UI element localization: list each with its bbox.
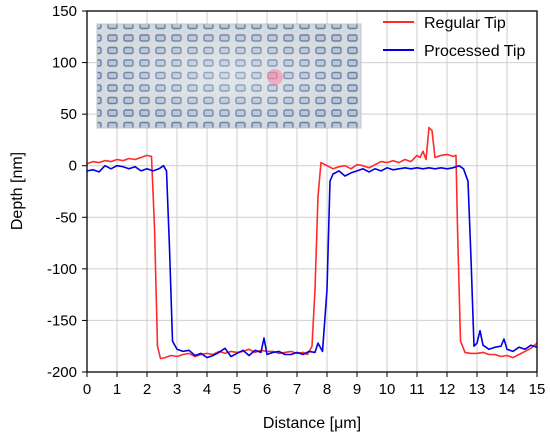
x-tick-label: 0 bbox=[83, 381, 91, 398]
x-tick-label: 4 bbox=[203, 381, 211, 398]
x-tick-label: 1 bbox=[113, 381, 121, 398]
x-tick-label: 5 bbox=[233, 381, 241, 398]
x-tick-label: 9 bbox=[353, 381, 361, 398]
x-tick-label: 12 bbox=[439, 381, 456, 398]
y-tick-label: 50 bbox=[60, 106, 77, 123]
y-tick-label: -100 bbox=[47, 261, 77, 278]
x-tick-label: 7 bbox=[293, 381, 301, 398]
legend-label-regular-tip: Regular Tip bbox=[424, 15, 506, 32]
legend: Regular Tip Processed Tip bbox=[383, 15, 525, 60]
y-tick-label: 150 bbox=[52, 3, 77, 20]
series-line-processed-tip bbox=[86, 164, 538, 359]
x-tick-label: 2 bbox=[143, 381, 151, 398]
y-tick-label: -150 bbox=[47, 312, 77, 329]
y-tick-label: -50 bbox=[55, 209, 77, 226]
axis-ticks: 0 1 2 3 4 5 6 7 8 9 10 11 12 13 14 15-200-150-100-50050… bbox=[47, 3, 545, 398]
series-line-regular-tip bbox=[86, 126, 538, 360]
y-tick-label: 100 bbox=[52, 55, 77, 72]
x-tick-label: 3 bbox=[173, 381, 181, 398]
y-tick-label: -200 bbox=[47, 364, 77, 381]
y-axis-label: Depth [nm] bbox=[9, 152, 26, 230]
plot-frame bbox=[86, 10, 538, 373]
x-tick-label: 14 bbox=[499, 381, 516, 398]
series-layer bbox=[86, 126, 538, 360]
inset-image bbox=[96, 23, 362, 129]
x-tick-label: 6 bbox=[263, 381, 271, 398]
x-tick-label: 15 bbox=[529, 381, 546, 398]
x-tick-label: 13 bbox=[469, 381, 486, 398]
legend-label-processed-tip: Processed Tip bbox=[424, 43, 525, 60]
x-tick-label: 8 bbox=[323, 381, 331, 398]
x-axis-label: Distance [μm] bbox=[263, 415, 361, 432]
x-tick-label: 10 bbox=[379, 381, 396, 398]
x-tick-label: 11 bbox=[409, 381, 425, 398]
y-tick-label: 0 bbox=[69, 158, 77, 175]
